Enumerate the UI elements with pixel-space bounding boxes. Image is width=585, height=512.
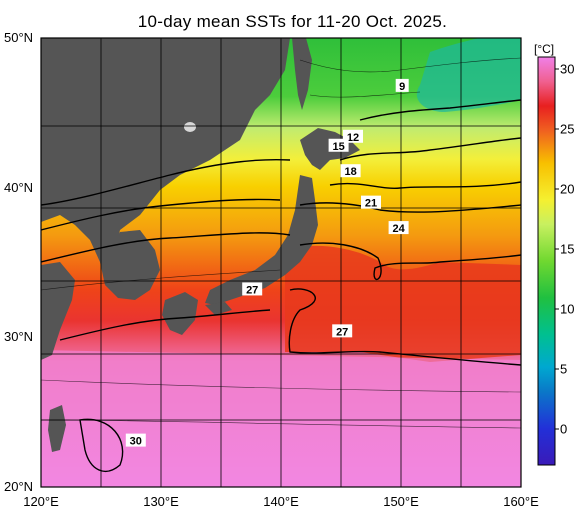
- svg-text:27: 27: [336, 326, 348, 338]
- svg-text:9: 9: [399, 81, 405, 93]
- lon-label: 160°E: [503, 494, 539, 509]
- colorbar: [537, 56, 556, 466]
- lon-label: 140°E: [263, 494, 299, 509]
- contour-label: 21: [361, 195, 381, 210]
- land-shikoku: [205, 302, 232, 315]
- svg-text:15: 15: [332, 141, 344, 153]
- svg-text:18: 18: [344, 166, 356, 178]
- land-china-coast: [41, 262, 75, 360]
- contour-label: 18: [340, 164, 361, 178]
- colorbar-unit: [°C]: [534, 42, 555, 56]
- map-frame: [40, 37, 522, 488]
- lon-label: 130°E: [143, 494, 179, 509]
- lat-label: 40°N: [4, 179, 34, 195]
- map-area: [41, 38, 521, 487]
- colorbar-tick-label: 0: [560, 421, 568, 437]
- svg-text:30: 30: [130, 436, 142, 448]
- colorbar-ticks: [555, 68, 559, 430]
- lat-label: 20°N: [4, 479, 34, 494]
- land-taiwan: [48, 405, 66, 452]
- colorbar-tick-label: 30: [560, 61, 575, 77]
- okhotsk-cold-region: [416, 38, 521, 112]
- lon-label: 120°E: [23, 494, 59, 509]
- land-honshu: [205, 175, 318, 305]
- land-asia: [41, 38, 290, 262]
- svg-text:12: 12: [347, 132, 359, 144]
- colorbar-tick-label: 20: [560, 181, 575, 197]
- land-kyushu: [162, 292, 198, 335]
- contour-label: 30: [125, 433, 146, 448]
- contour-label: 27: [242, 282, 263, 296]
- contour-label: 27: [332, 324, 353, 338]
- graticule: [41, 38, 521, 487]
- contour-label: 9: [395, 78, 409, 93]
- land-korea: [100, 230, 160, 300]
- svg-text:24: 24: [392, 223, 405, 235]
- lat-label: 50°N: [4, 30, 34, 45]
- contour-label: 24: [388, 221, 409, 235]
- map-title: 10-day mean SSTs for 11-20 Oct. 2025.: [137, 12, 448, 31]
- colorbar-tick-label: 15: [560, 241, 575, 257]
- colorbar-tick-label: 5: [560, 361, 568, 377]
- land-sakhalin: [292, 38, 312, 110]
- contour-label: 15: [328, 138, 349, 153]
- svg-text:21: 21: [365, 198, 377, 210]
- colorbar-tick-label: 10: [560, 301, 575, 317]
- lake: [184, 122, 196, 132]
- lat-label: 30°N: [4, 329, 34, 345]
- lon-label: 150°E: [383, 494, 419, 509]
- isotherm-lines: [41, 99, 521, 472]
- colorbar-tick-label: 25: [560, 121, 575, 137]
- svg-text:27: 27: [246, 284, 258, 296]
